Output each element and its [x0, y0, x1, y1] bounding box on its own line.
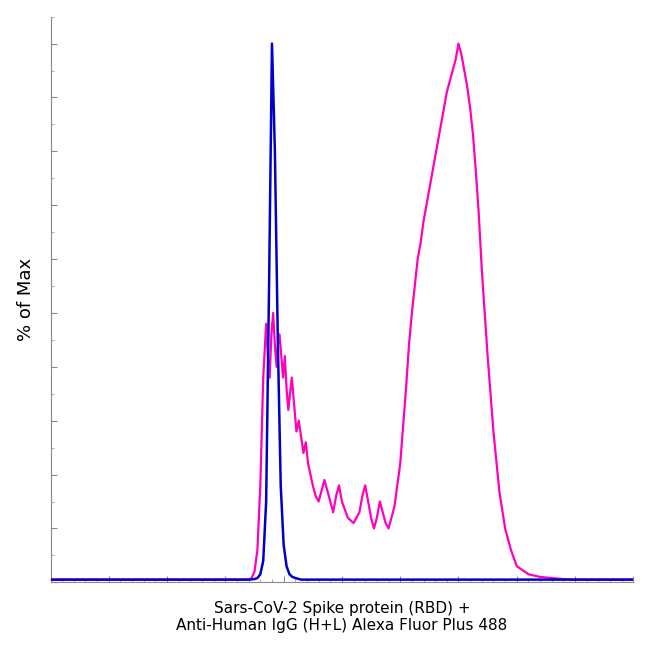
X-axis label: Sars-CoV-2 Spike protein (RBD) +
Anti-Human IgG (H+L) Alexa Fluor Plus 488: Sars-CoV-2 Spike protein (RBD) + Anti-Hu… [176, 601, 508, 633]
Y-axis label: % of Max: % of Max [17, 258, 34, 341]
